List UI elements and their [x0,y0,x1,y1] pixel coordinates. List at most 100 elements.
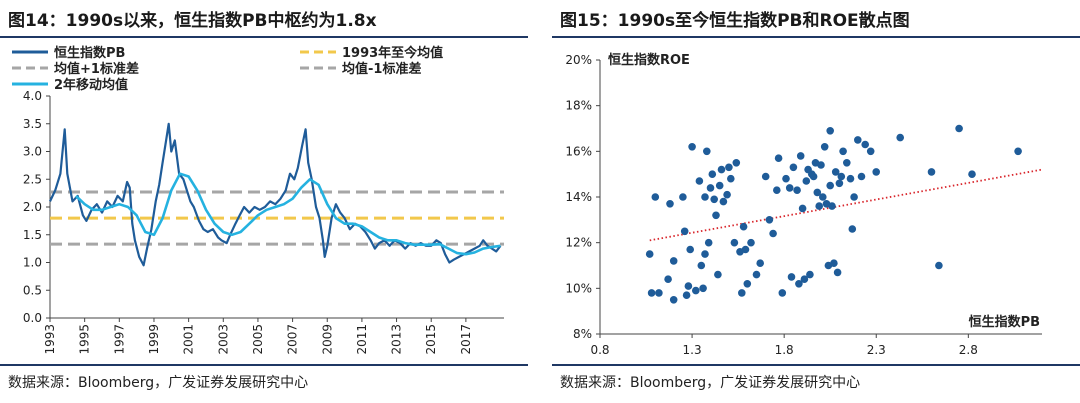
scatter-point [795,280,803,288]
series-layer [49,122,504,267]
scatter-point [741,245,750,254]
scatter-point [647,289,656,297]
title-rule [0,36,528,38]
x-tick-label: 2017 [459,324,473,355]
x-tick-label: 1.3 [683,343,702,357]
scatter-point [813,188,822,197]
scatter-point [968,170,976,178]
scatter-point [664,275,672,283]
pb-roe-scatter-chart: 8% 10% 12% 14% 16% 18% 20% 0.8 1.3 1.8 2.3 2.8 恒生指数R… [565,52,1043,357]
scatter-point [752,270,761,279]
scatter-point [798,204,807,213]
scatter-point [680,227,689,236]
scatter-point [738,289,746,297]
trendline [649,168,1043,242]
y-tick-label: 1.5 [23,228,42,242]
scatter-point [730,238,739,247]
scatter-point [935,261,943,270]
scatter-point [739,222,748,231]
x-tick-label: 1997 [112,324,126,355]
scatter-point [831,168,840,176]
scatter-point [817,161,825,169]
x-tick-label: 2015 [424,324,438,355]
y-tick-label: 8% [573,327,592,341]
left-figure-panel: 图14：1990s以来，恒生指数PB中枢约为1.8x 恒生指数PB 1993年至今… [0,0,528,403]
scatter-point [725,163,733,172]
scatter-point [796,152,805,160]
x-tick-label: 2013 [390,324,404,355]
scatter-point [684,282,693,290]
scatter-point [774,154,783,162]
scatter-point [706,184,715,192]
scatter-points [645,124,1043,304]
scatter-point [645,250,654,258]
x-tick-label: 1995 [78,324,92,355]
scatter-point [1014,147,1022,156]
y-tick-label: 3.5 [23,117,42,131]
y-tick-label: 16% [565,144,592,158]
scatter-point [806,270,814,279]
scatter-point [830,259,838,267]
axes: 0.0 0.5 1.0 1.5 2.0 2.5 3.0 3.5 4.0 1993 1995 1997 1… [23,89,504,355]
scatter-point [697,261,706,270]
scatter-point [819,193,827,201]
x-axis-title: 恒生指数PB [969,314,1040,330]
x-tick-label: 2005 [251,324,265,355]
scatter-point [714,270,722,279]
scatter-point [723,190,731,199]
y-tick-label: 2.5 [23,172,42,186]
scatter-point [848,225,857,233]
scatter-point [688,143,696,151]
scatter-point [828,202,836,210]
source-rule [0,364,528,366]
scatter-point [756,259,764,267]
scatter-point [955,124,963,133]
scatter-point [835,179,844,188]
scatter-point [719,197,728,206]
y-tick-label: 10% [565,281,592,295]
data-source-note: 数据来源：Bloomberg，广发证券发展研究中心 [560,375,861,391]
scatter-point [826,181,834,190]
scatter-point [802,177,811,185]
x-tick-label: 2003 [216,324,230,355]
y-tick-label: 2.0 [23,200,42,214]
scatter-point [715,181,724,190]
legend-label-5: 2年移动均值 [54,77,128,93]
scatter-point [837,172,846,181]
scatter-point [815,202,823,210]
scatter-point [761,172,770,181]
scatter-point [866,147,875,156]
scatter-point [669,296,678,304]
scatter-point [820,143,829,151]
y-tick-label: 0.0 [23,311,42,325]
x-tick-label: 1.8 [775,343,794,357]
y-axis-title: 恒生指数ROE [608,52,690,68]
y-tick-label: 0.5 [23,283,42,297]
scatter-point [850,193,858,201]
x-tick-label: 1993 [43,324,57,355]
x-tick-label: 2009 [320,324,334,355]
scatter-point [927,168,936,176]
scatter-point [789,163,798,172]
scatter-point [692,286,700,295]
y-tick-label: 14% [565,190,592,204]
title-rule [552,36,1080,38]
scatter-point [872,168,880,176]
scatter-point [747,238,755,247]
right-figure-panel: 图15：1990s至今恒生指数PB和ROE散点图 8% 10% 12% 14% 16% 1… [552,0,1080,403]
legend-label-1: 恒生指数PB [54,45,125,61]
scatter-point [846,174,855,183]
scatter-point [839,147,847,156]
scatter-point [732,159,741,167]
axes: 8% 10% 12% 14% 16% 18% 20% 0.8 1.3 1.8 2.3 2.8 恒生指数R… [565,52,1042,357]
scatter-point [861,140,869,149]
scatter-point [727,174,735,183]
y-tick-label: 12% [565,236,592,250]
y-tick-label: 1.0 [23,256,42,270]
scatter-point [703,147,711,156]
scatter-point [773,186,781,194]
scatter-point [679,193,687,201]
x-tick-label: 2001 [182,324,196,355]
legend-label-4: 均值-1标准差 [342,61,421,77]
